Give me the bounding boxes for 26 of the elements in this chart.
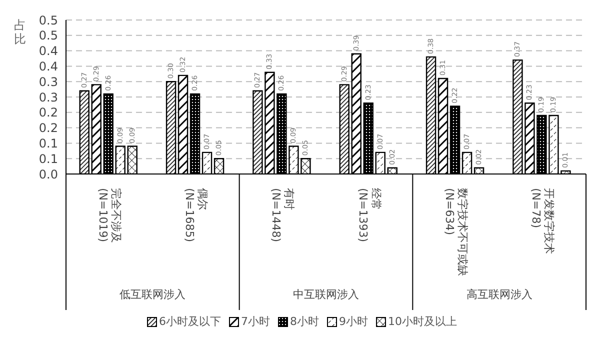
y-tick-label: 0.2 bbox=[38, 121, 58, 136]
y-tick-label: 0.5 bbox=[38, 28, 58, 43]
legend-label: 6小时及以下 bbox=[158, 314, 221, 329]
x-tick-label: 开发数字技术 (N=78) bbox=[530, 188, 556, 254]
y-tick-label: 0.3 bbox=[38, 74, 58, 89]
text: 中互联网涉入 bbox=[293, 288, 359, 301]
text: 低互联网涉入 bbox=[120, 288, 186, 301]
x-tick-label: 完全不涉及 (N=1019) bbox=[96, 188, 122, 243]
x-tick-label: 偶尔 (N=1685) bbox=[182, 188, 209, 242]
x-tick-label: 经常 (N=1393) bbox=[356, 188, 382, 242]
y-tick-label: 0.5 bbox=[38, 13, 58, 28]
y-tick-label: 0.4 bbox=[38, 44, 58, 58]
y-tick-label: 0.2 bbox=[38, 106, 58, 120]
legend-label: 10小时及以上 bbox=[387, 314, 457, 329]
x-tick-label: 有时 (N=1448) bbox=[270, 188, 296, 242]
y-axis-title: 占比 bbox=[14, 18, 27, 46]
legend-label: 9小时 bbox=[338, 314, 368, 329]
y-tick-label: 0.1 bbox=[38, 136, 58, 150]
x-tick-label: 数字技术不可或缺 (N=634) bbox=[442, 188, 469, 276]
y-tick-label: 0.3 bbox=[38, 90, 58, 104]
legend-label: 7小时 bbox=[240, 314, 270, 329]
legend-label: 8小时 bbox=[289, 314, 319, 329]
y-tick-label: 0.4 bbox=[38, 59, 58, 74]
text: 高互联网涉入 bbox=[466, 288, 532, 301]
y-tick-label: 0.1 bbox=[38, 152, 58, 166]
y-tick-label: 0.0 bbox=[38, 167, 58, 182]
